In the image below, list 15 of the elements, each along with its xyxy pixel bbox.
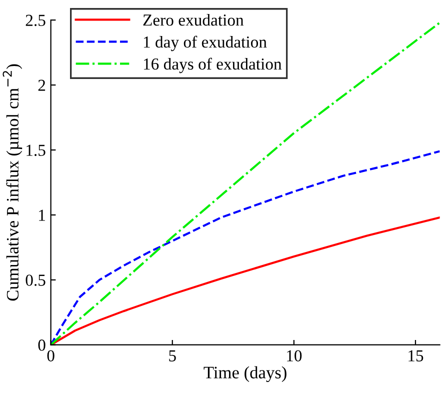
y-tick-label: 0.5 bbox=[26, 274, 46, 286]
x-axis-title: Time (days) bbox=[204, 366, 286, 382]
y-tick-label: 1.5 bbox=[26, 144, 46, 156]
y-axis-title: Cumulative P influx (µmol cm$^{−2}$) bbox=[2, 64, 22, 301]
y-tick-label: 1 bbox=[39, 210, 45, 221]
x-tick-label: 10 bbox=[287, 350, 302, 362]
y-tick-label: 2.5 bbox=[26, 14, 46, 26]
legend-label: 1 day of exudation bbox=[144, 36, 267, 52]
legend-label: Zero exudation bbox=[143, 14, 244, 26]
y-tick-label: 2 bbox=[38, 80, 46, 91]
x-tick-label: 0 bbox=[47, 350, 54, 362]
x-tick-label: 15 bbox=[408, 350, 424, 362]
legend-label: 16 days of exudation bbox=[144, 58, 282, 74]
x-tick-label: 5 bbox=[169, 350, 176, 362]
y-tick-label: 0 bbox=[38, 340, 46, 351]
